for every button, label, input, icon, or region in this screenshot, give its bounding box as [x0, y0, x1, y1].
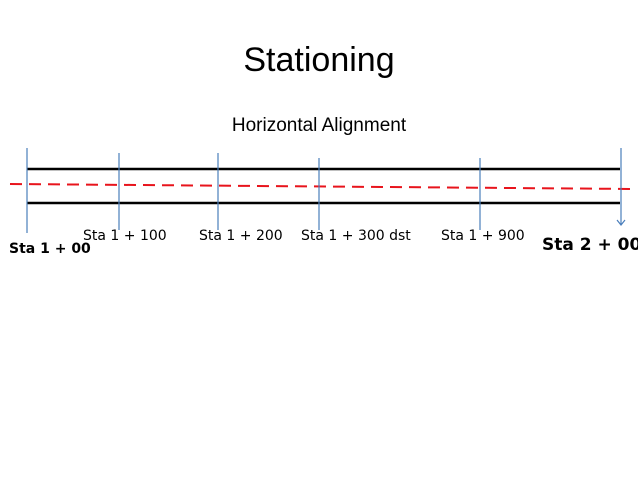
arrowhead-icon	[616, 219, 626, 226]
station-label-sta-1-200: Sta 1 + 200	[199, 228, 283, 244]
station-label-sta-1-300: Sta 1 + 300 dst	[301, 228, 411, 244]
station-label-sta-1-00: Sta 1 + 00	[9, 241, 91, 257]
diagram-subtitle: Horizontal Alignment	[231, 115, 407, 136]
station-label-sta-2-00: Sta 2 + 00	[542, 235, 638, 255]
station-label-sta-1-900: Sta 1 + 900	[441, 228, 525, 244]
diagram-title: Stationing	[243, 41, 395, 79]
station-label-sta-1-100: Sta 1 + 100	[83, 228, 167, 244]
centerline	[9, 183, 637, 190]
